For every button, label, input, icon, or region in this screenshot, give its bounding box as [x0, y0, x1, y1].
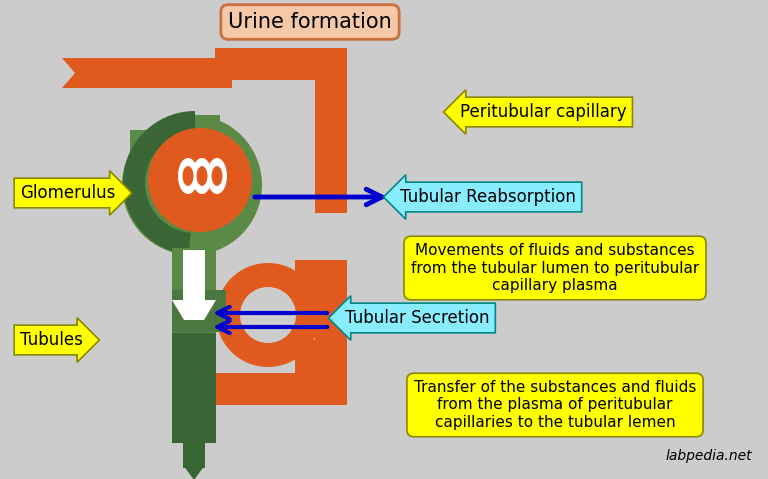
Bar — [172, 248, 216, 278]
Bar — [215, 48, 330, 80]
Text: Peritubular capillary: Peritubular capillary — [460, 103, 627, 121]
Text: Tubules: Tubules — [20, 331, 83, 349]
Bar — [172, 278, 216, 333]
Bar — [295, 340, 347, 375]
Text: Glomerulus: Glomerulus — [20, 184, 115, 202]
Circle shape — [148, 128, 252, 232]
Bar — [183, 443, 205, 468]
Circle shape — [216, 263, 320, 367]
Bar — [82, 58, 232, 88]
Ellipse shape — [178, 158, 198, 194]
Bar — [315, 285, 347, 405]
Ellipse shape — [211, 166, 223, 186]
Text: Tubular Reabsorption: Tubular Reabsorption — [400, 188, 576, 206]
Polygon shape — [183, 465, 205, 479]
Polygon shape — [172, 300, 216, 320]
Text: Movements of fluids and substances
from the tubular lumen to peritubular
capilla: Movements of fluids and substances from … — [411, 243, 699, 293]
Text: Urine formation: Urine formation — [228, 12, 392, 32]
Circle shape — [122, 115, 262, 255]
Polygon shape — [62, 58, 82, 88]
Ellipse shape — [183, 166, 194, 186]
Bar — [183, 250, 205, 302]
Text: Transfer of the substances and fluids
from the plasma of peritubular
capillaries: Transfer of the substances and fluids fr… — [414, 380, 696, 430]
Ellipse shape — [197, 166, 207, 186]
Circle shape — [240, 287, 296, 343]
Bar — [172, 290, 226, 332]
Bar — [295, 260, 347, 292]
Bar — [172, 115, 220, 155]
Text: labpedia.net: labpedia.net — [665, 449, 752, 463]
Ellipse shape — [207, 158, 227, 194]
Text: Tubular Secretion: Tubular Secretion — [345, 309, 489, 327]
Polygon shape — [123, 111, 195, 255]
Ellipse shape — [192, 158, 212, 194]
Bar — [315, 48, 347, 213]
Bar — [130, 130, 208, 160]
Bar — [215, 373, 347, 405]
Bar — [172, 333, 216, 443]
